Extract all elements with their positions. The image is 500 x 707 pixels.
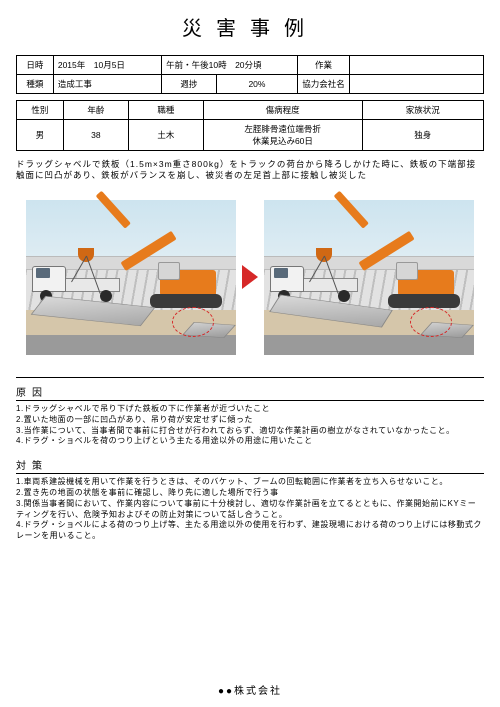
t2-h2: 年齢 (63, 101, 128, 120)
t2-v5: 独身 (362, 120, 483, 151)
figure-row (16, 200, 484, 355)
footer-company: ●●株式会社 (0, 682, 500, 697)
info-table-1: 日時 2015年 10月5日 午前・午後10時 20分頃 作業 種類 造成工事 … (16, 55, 484, 94)
t1-r1-v3 (349, 56, 483, 75)
highlight-circle-icon (410, 307, 452, 337)
t2-h3: 職種 (129, 101, 204, 120)
highlight-circle-icon (172, 307, 214, 337)
figure-before (26, 200, 236, 355)
measure-body: 1.車両系建設機械を用いて作業を行うときは、そのバケット、ブームの回転範囲に作業… (16, 477, 484, 542)
t2-h1: 性別 (17, 101, 64, 120)
t2-h5: 家族状況 (362, 101, 483, 120)
t1-r2-lbl1: 種類 (17, 75, 54, 94)
t1-r2-v2: 20% (216, 75, 297, 93)
divider (16, 377, 484, 378)
info-table-2: 性別 年齢 職種 傷病程度 家族状況 男 38 土木 左脛腓骨遠位端骨折 休業見… (16, 100, 484, 151)
t1-r2-v1: 造成工事 (53, 75, 161, 94)
page-title: 災害事例 (16, 12, 484, 41)
incident-description: ドラッグシャベルで鉄板（1.5m×3m重さ800kg）をトラックの荷台から降ろし… (16, 159, 484, 182)
t1-r2-lbl3: 協力会社名 (298, 75, 350, 94)
t1-r1-lbl2: 作業 (298, 56, 350, 75)
t1-r1-lbl1: 日時 (17, 56, 54, 75)
t2-v2: 38 (63, 120, 128, 151)
t1-r2-split: 週捗 20% (162, 75, 298, 94)
cause-title: 原因 (16, 384, 484, 401)
figure-after (264, 200, 474, 355)
t1-r1-v2: 午前・午後10時 20分頃 (162, 56, 298, 75)
t2-h4: 傷病程度 (203, 101, 362, 120)
measure-title: 対策 (16, 457, 484, 474)
cause-body: 1.ドラッグシャベルで吊り下げた鉄板の下に作業者が近づいたこと 2.置いた地面の… (16, 404, 484, 447)
t1-r2-v3 (349, 75, 483, 94)
t2-v3: 土木 (129, 120, 204, 151)
t2-v1: 男 (17, 120, 64, 151)
arrow-right-icon (242, 265, 258, 289)
t1-r1-v1: 2015年 10月5日 (53, 56, 161, 75)
t1-r2-lbl2: 週捗 (162, 75, 216, 93)
t2-v4: 左脛腓骨遠位端骨折 休業見込み60日 (203, 120, 362, 151)
